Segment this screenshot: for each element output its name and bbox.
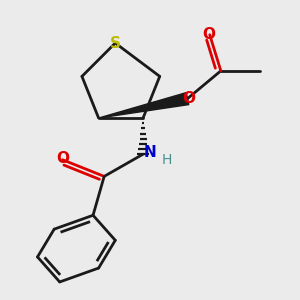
Text: O: O xyxy=(202,27,215,42)
Polygon shape xyxy=(99,93,189,118)
Text: N: N xyxy=(144,145,156,160)
Text: S: S xyxy=(110,36,121,51)
Text: O: O xyxy=(182,91,195,106)
Text: O: O xyxy=(56,151,69,166)
Text: H: H xyxy=(161,153,172,167)
